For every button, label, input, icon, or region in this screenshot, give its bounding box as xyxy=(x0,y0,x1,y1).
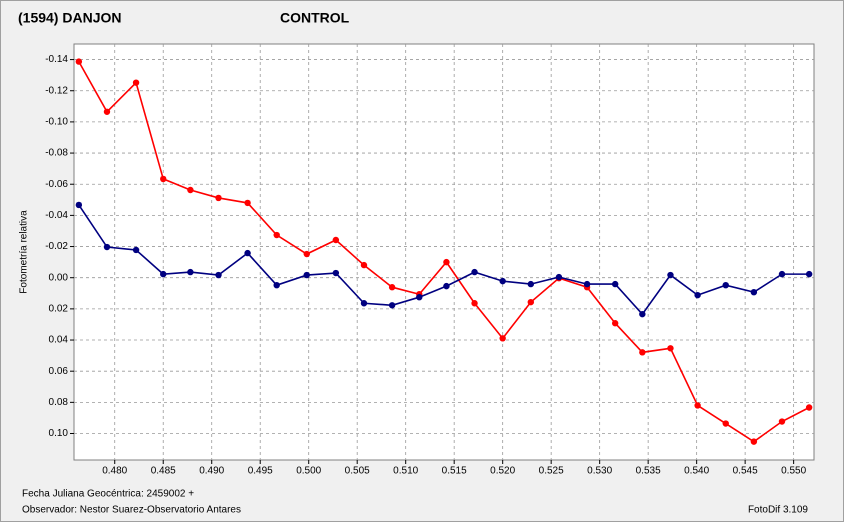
data-point xyxy=(694,402,701,409)
data-point xyxy=(778,270,786,278)
legend-entry: (1594) DANJON xyxy=(18,10,121,26)
data-point xyxy=(160,270,167,278)
data-point xyxy=(667,345,674,352)
y-tick-label: 0.00 xyxy=(49,272,69,283)
x-tick-label: 0.485 xyxy=(151,466,176,477)
x-tick-label: 0.525 xyxy=(539,466,564,477)
x-tick-label: 0.490 xyxy=(199,466,224,477)
data-point xyxy=(303,271,310,279)
x-tick-label: 0.495 xyxy=(248,466,273,477)
data-point xyxy=(750,438,758,445)
x-tick-label: 0.530 xyxy=(587,466,612,477)
data-point xyxy=(527,298,535,306)
data-point xyxy=(805,404,813,411)
data-point xyxy=(499,277,506,285)
data-point xyxy=(332,236,340,244)
data-point xyxy=(244,249,251,257)
plot-area xyxy=(73,43,815,461)
data-point xyxy=(583,280,591,288)
data-point xyxy=(639,349,646,356)
x-tick-label: 0.540 xyxy=(684,466,709,477)
data-point xyxy=(805,270,813,278)
data-point xyxy=(103,108,111,115)
data-point xyxy=(273,281,280,289)
data-point xyxy=(416,293,423,301)
x-tick-label: 0.500 xyxy=(296,466,321,477)
y-tick-label: -0.14 xyxy=(45,54,68,65)
y-tick-label: 0.08 xyxy=(49,397,69,408)
x-tick-label: 0.515 xyxy=(442,466,467,477)
x-tick-label: 0.545 xyxy=(733,466,758,477)
data-point xyxy=(360,261,368,269)
data-point xyxy=(499,335,506,342)
data-point xyxy=(388,284,396,291)
x-tick-label: 0.505 xyxy=(345,466,370,477)
data-point xyxy=(187,186,194,194)
data-point xyxy=(215,271,222,279)
data-point xyxy=(443,258,450,266)
data-point xyxy=(611,320,619,327)
data-point xyxy=(722,281,729,289)
data-point xyxy=(694,291,701,299)
data-point xyxy=(443,282,450,290)
x-tick-label: 0.480 xyxy=(102,466,127,477)
y-axis-label: Fotometría relativa xyxy=(19,210,30,294)
data-point xyxy=(103,243,111,251)
data-point xyxy=(667,271,674,279)
footer-text: Observador: Nestor Suarez-Observatorio A… xyxy=(22,505,241,516)
data-point xyxy=(244,199,251,207)
footer-text: Fecha Juliana Geocéntrica: 2459002 + xyxy=(22,489,194,500)
y-tick-label: 0.04 xyxy=(49,335,69,346)
y-tick-label: 0.02 xyxy=(49,304,69,315)
y-tick-label: -0.10 xyxy=(45,117,68,128)
y-tick-label: -0.12 xyxy=(45,85,68,96)
x-tick-label: 0.550 xyxy=(781,466,806,477)
x-tick-label: 0.520 xyxy=(490,466,515,477)
data-point xyxy=(471,268,478,276)
data-point xyxy=(332,269,340,277)
data-point xyxy=(527,280,535,288)
data-point xyxy=(555,273,563,281)
data-point xyxy=(273,231,280,239)
data-point xyxy=(75,201,83,209)
data-point xyxy=(75,58,83,65)
x-tick-label: 0.510 xyxy=(393,466,418,477)
data-point xyxy=(303,250,310,258)
data-point xyxy=(471,300,478,307)
data-point xyxy=(388,302,396,309)
y-tick-label: -0.02 xyxy=(45,241,68,252)
y-tick-label: -0.04 xyxy=(45,210,68,221)
data-point xyxy=(132,79,140,86)
y-tick-label: 0.10 xyxy=(49,428,69,439)
data-point xyxy=(360,300,368,307)
data-point xyxy=(160,175,167,183)
data-point xyxy=(187,268,194,276)
footer-text: FotoDif 3.109 xyxy=(748,505,808,516)
data-point xyxy=(132,246,140,254)
data-point xyxy=(611,280,619,288)
data-point xyxy=(722,420,729,427)
legend-entry: CONTROL xyxy=(280,10,350,26)
data-point xyxy=(778,418,786,425)
y-tick-label: -0.06 xyxy=(45,179,68,190)
y-tick-label: 0.06 xyxy=(49,366,69,377)
data-point xyxy=(750,288,758,296)
data-point xyxy=(215,194,222,202)
data-point xyxy=(639,310,646,318)
x-tick-label: 0.535 xyxy=(636,466,661,477)
y-tick-label: -0.08 xyxy=(45,148,68,159)
